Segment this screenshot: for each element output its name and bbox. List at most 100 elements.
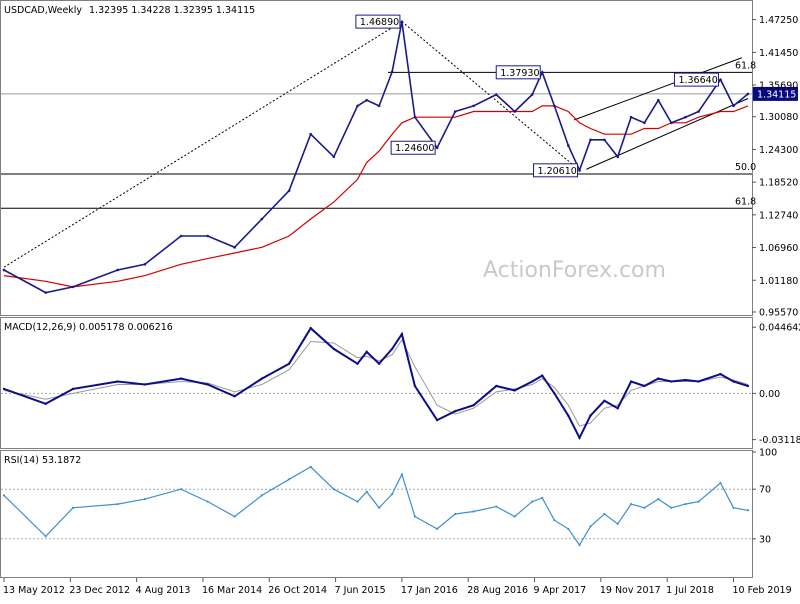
macd-point (332, 347, 336, 351)
price-point (697, 110, 700, 113)
macd-point (116, 380, 119, 383)
x-tick-label: 13 May 2012 (3, 585, 65, 596)
rsi-point (684, 502, 687, 506)
rsi-point (732, 506, 735, 509)
price-point (513, 110, 517, 113)
rsi-point (472, 510, 475, 513)
price-point (116, 268, 119, 272)
x-tick-label: 26 Oct 2014 (268, 585, 327, 596)
rsi-line (3, 466, 749, 547)
price-point (732, 104, 735, 108)
trend-line-dotted (401, 21, 580, 171)
macd-point (143, 383, 147, 386)
price-point (71, 285, 75, 289)
price-point (356, 104, 359, 108)
macd-point (553, 392, 556, 395)
x-tick-label: 19 Nov 2017 (600, 585, 661, 596)
price-plot: 61.8 50.0 61.8 1.46890 1.24600 1.37930 1.20610… (1, 14, 756, 294)
macd-point (206, 383, 209, 386)
macd-point (513, 389, 516, 392)
price-annotation-box (533, 163, 579, 178)
price-point (684, 115, 687, 119)
rsi-point (260, 494, 263, 497)
macd-signal-line (3, 338, 749, 427)
rsi-point (391, 493, 394, 496)
x-tick-label: 9 Apr 2017 (534, 585, 587, 596)
rsi-point (179, 488, 183, 491)
price-point (472, 104, 475, 108)
macd-point (719, 372, 722, 376)
rsi-point (454, 512, 457, 516)
macd-point (746, 384, 750, 388)
macd-point (567, 414, 570, 417)
macd-point (541, 374, 544, 377)
rsi-point (616, 522, 619, 526)
price-y-tick-label: 1.18520 (759, 178, 798, 189)
macd-point (589, 414, 592, 417)
price-point (578, 169, 581, 172)
rsi-point (44, 535, 47, 538)
x-tick-label: 16 Mar 2014 (202, 585, 262, 596)
price-point (746, 92, 750, 96)
price-point (260, 217, 264, 221)
rsi-point (746, 509, 750, 512)
rsi-y-tick-label: 70 (759, 485, 771, 496)
macd-point (2, 387, 6, 391)
price-annotation-box (355, 14, 401, 29)
price-point (453, 110, 457, 113)
macd-y-tick-label: -0.031183 (759, 435, 800, 446)
macd-point (472, 404, 475, 407)
macd-point (616, 407, 619, 410)
axes: 1.34115 1.47250 1.41450 1.35690 1.30080 1.243… (3, 15, 800, 596)
price-y-tick-label: 1.41450 (759, 48, 798, 59)
price-point (287, 189, 291, 193)
rsi-point (603, 512, 606, 516)
rsi-point (116, 502, 119, 506)
price-point (2, 268, 6, 272)
macd-point (495, 384, 498, 388)
current-price-label: 1.34115 (757, 89, 796, 100)
rsi-point (697, 500, 700, 503)
trend-line-dotted (3, 21, 403, 268)
price-y-tick-label: 0.95570 (759, 308, 798, 319)
macd-point (377, 362, 381, 365)
price-panel (0, 0, 753, 316)
rsi-point (71, 506, 75, 509)
rsi-point (332, 488, 335, 491)
rsi-point (233, 515, 236, 518)
rsi-point (365, 490, 368, 493)
price-point (656, 98, 660, 102)
current-price-badge (753, 86, 798, 101)
price-point (603, 138, 606, 142)
macd-point (453, 409, 457, 413)
price-y-tick-label: 1.12740 (759, 210, 798, 221)
rsi-point (2, 494, 6, 497)
macd-point (260, 377, 264, 380)
price-point (377, 104, 381, 108)
price-point (530, 93, 534, 96)
price-line (3, 21, 749, 294)
price-point (365, 98, 368, 102)
fib-level-label: 61.8 (735, 196, 756, 207)
price-y-tick-label: 1.30080 (759, 112, 798, 123)
macd-point (670, 380, 673, 383)
price-point (540, 71, 544, 74)
macd-point (309, 326, 312, 330)
price-annotation-label: 1.37930 (500, 68, 539, 79)
price-point (616, 155, 620, 159)
macd-point (356, 362, 359, 365)
x-tick-label: 17 Jan 2016 (401, 585, 458, 596)
price-point (643, 121, 646, 125)
price-y-tick-label: 1.24300 (759, 145, 798, 156)
macd-point (287, 362, 291, 365)
macd-y-tick-label: 0.044642 (759, 323, 800, 334)
rsi-point (643, 506, 646, 509)
price-point (670, 121, 673, 125)
price-point (566, 144, 570, 147)
price-point (495, 93, 498, 96)
macd-point (643, 384, 646, 388)
rsi-point (495, 505, 498, 508)
macd-point (603, 399, 606, 402)
fib-level-label: 61.8 (735, 60, 756, 71)
